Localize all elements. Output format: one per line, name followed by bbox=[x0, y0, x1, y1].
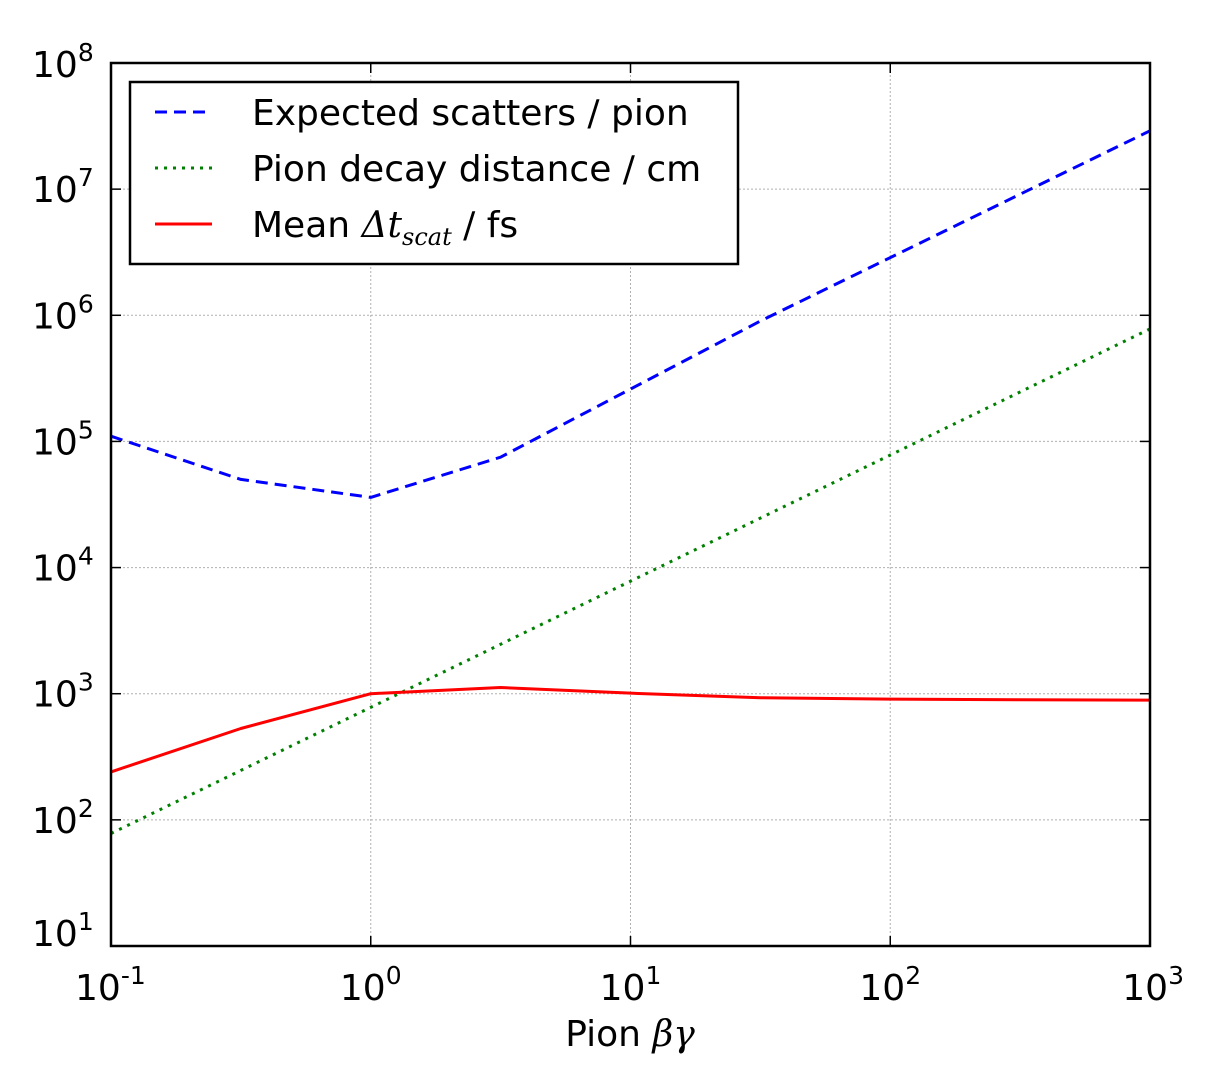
legend-label-decay: Pion decay distance / cm bbox=[252, 149, 701, 190]
axis-ticks: 10-1 100 101 102 103 101 102 103 104 105 106 107 108 bbox=[32, 38, 1184, 1009]
legend-label-mean-dt: Mean Δtscat / fs bbox=[252, 205, 518, 251]
x-tick-label: 102 bbox=[859, 961, 921, 1009]
x-tick-label: 101 bbox=[600, 961, 662, 1009]
series-lines bbox=[110, 129, 1151, 835]
svg-text:Pion βγ: Pion βγ bbox=[565, 1014, 695, 1055]
y-tick-label: 102 bbox=[32, 794, 94, 842]
y-tick-label: 101 bbox=[32, 907, 94, 955]
x-axis-label: Pion βγ bbox=[565, 1014, 695, 1055]
x-tick-label: 10-1 bbox=[75, 961, 146, 1009]
y-tick-label: 105 bbox=[32, 415, 94, 463]
x-tick-label: 103 bbox=[1122, 961, 1184, 1009]
series-expected-scatters bbox=[110, 129, 1151, 499]
y-tick-label: 107 bbox=[32, 163, 94, 211]
series-pion-decay-distance bbox=[110, 327, 1151, 835]
y-tick-label: 104 bbox=[32, 542, 94, 590]
legend-label-scatters: Expected scatters / pion bbox=[252, 93, 689, 134]
legend: Expected scatters / pion Pion decay dist… bbox=[128, 80, 740, 266]
x-tick-label: 100 bbox=[340, 961, 402, 1009]
y-tick-label: 108 bbox=[32, 38, 94, 86]
legend-box bbox=[128, 80, 740, 266]
series-mean-dt-scat bbox=[110, 686, 1151, 774]
y-tick-label: 106 bbox=[32, 289, 94, 337]
y-tick-label: 103 bbox=[32, 668, 94, 716]
